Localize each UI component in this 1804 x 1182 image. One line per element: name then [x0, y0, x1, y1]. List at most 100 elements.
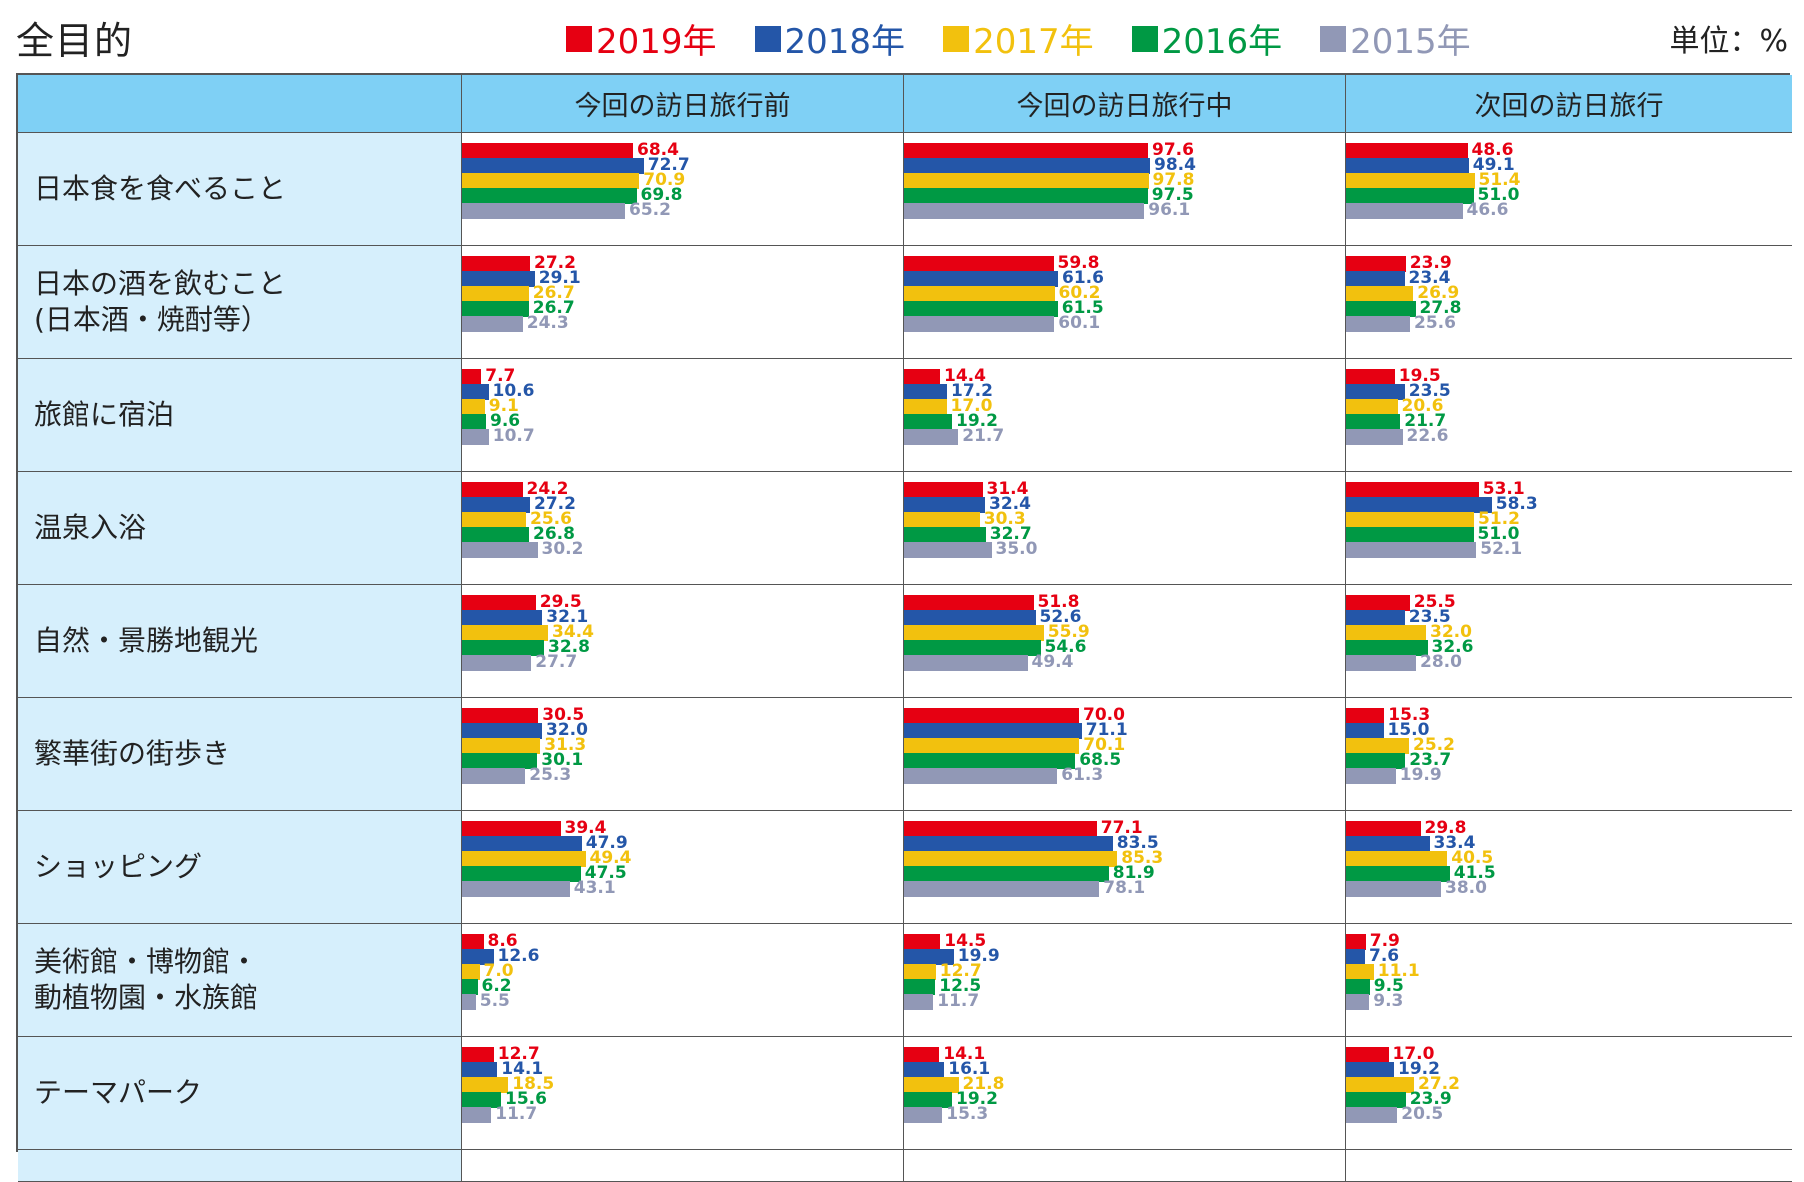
- value-label-2017: 30.3: [983, 509, 1026, 529]
- value-label-2016: 32.8: [548, 637, 590, 657]
- bar-2017: [462, 625, 548, 641]
- value-label-2015: 20.5: [1401, 1104, 1444, 1124]
- value-label-2016: 26.7: [532, 298, 575, 318]
- bar-2019: [462, 708, 539, 724]
- chart-table: 今回の訪日旅行前 今回の訪日旅行中 次回の訪日旅行 日本食を食べること 68.4 7…: [16, 73, 1792, 1182]
- bar-2019: [1346, 595, 1410, 611]
- bar-2018: [1346, 1062, 1394, 1078]
- value-label-2017: 17.0: [950, 396, 993, 416]
- value-label-2019: 24.2: [526, 479, 569, 499]
- bar-2017: [1346, 1077, 1414, 1093]
- bar-2017: [1346, 738, 1409, 754]
- bar-cell-next: 7.9 7.6 11.1 9.5 9.3: [1346, 924, 1792, 1037]
- bar-cell-before: 24.2 27.2 25.6 26.8 30.2: [462, 472, 904, 585]
- value-label-2015: 49.4: [1031, 652, 1074, 672]
- value-label-2015: 10.7: [492, 426, 535, 446]
- value-label-2016: 51.0: [1477, 524, 1520, 544]
- bar-2019: [462, 821, 561, 837]
- bar-cell-before: 30.5 32.0 31.3 30.1 25.3: [462, 698, 904, 811]
- bar-2017: [462, 173, 640, 189]
- legend-label-2019: 2019年: [596, 22, 717, 62]
- bar-2015: [1346, 429, 1403, 445]
- value-label-2019: 12.7: [497, 1044, 540, 1064]
- value-label-2016: 41.5: [1453, 863, 1496, 883]
- bar-2017: [1346, 173, 1475, 189]
- value-label-2019: 68.4: [637, 140, 679, 160]
- legend: 2019年 2018年 2017年 2016年 2015年: [566, 14, 1471, 63]
- bar-2018: [1346, 158, 1469, 174]
- bar-2015: [462, 542, 538, 558]
- bar-2019: [462, 934, 484, 950]
- bar-2018: [904, 1062, 945, 1078]
- bar-2019: [904, 934, 941, 950]
- bar-2015: [904, 655, 1028, 671]
- value-label-2016: 12.5: [939, 976, 982, 996]
- value-label-2018: 32.4: [989, 494, 1031, 514]
- value-label-2019: 59.8: [1057, 253, 1100, 273]
- value-label-2016: 47.5: [584, 863, 627, 883]
- value-label-2016: 61.5: [1061, 298, 1104, 318]
- value-label-2017: 55.9: [1047, 622, 1090, 642]
- bar-cell-before: 27.2 29.1 26.7 26.7 24.3: [462, 246, 904, 359]
- bar-2018: [462, 949, 494, 965]
- bar-2015: [904, 881, 1100, 897]
- bar-2015: [1346, 316, 1410, 332]
- value-label-2018: 98.4: [1154, 155, 1196, 175]
- bar-2018: [1346, 271, 1405, 287]
- bar-2018: [1346, 384, 1405, 400]
- value-label-2015: 38.0: [1445, 878, 1487, 898]
- value-label-2019: 97.6: [1152, 140, 1194, 160]
- bar-2019: [462, 1047, 494, 1063]
- value-label-2016: 51.0: [1477, 185, 1520, 205]
- bar-cell-before: 29.5 32.1 34.4 32.8 27.7: [462, 585, 904, 698]
- bar-cell-next: 53.1 58.3 51.2 51.0 52.1: [1346, 472, 1792, 585]
- row-label: 温泉入浴: [18, 472, 462, 585]
- value-label-2018: 27.2: [534, 494, 576, 514]
- value-label-2018: 15.0: [1387, 720, 1430, 740]
- bar-cell-next: 17.0 19.2 27.2 23.9 20.5: [1346, 1037, 1792, 1150]
- bar-cell-next: 29.8 33.4 40.5 41.5 38.0: [1346, 811, 1792, 924]
- bar-2017: [462, 399, 485, 415]
- value-label-2015: 52.1: [1480, 539, 1523, 559]
- bar-2018: [462, 836, 582, 852]
- value-label-2017: 51.2: [1478, 509, 1520, 529]
- value-label-2017: 26.7: [532, 283, 575, 303]
- value-label-2019: 7.9: [1369, 931, 1400, 951]
- legend-item-2017: 2017年: [943, 14, 1094, 63]
- bar-2015: [462, 203, 625, 219]
- bar-2019: [1346, 482, 1479, 498]
- value-label-2015: 5.5: [479, 991, 510, 1011]
- value-label-2018: 61.6: [1062, 268, 1104, 288]
- value-label-2019: 51.8: [1037, 592, 1080, 612]
- value-label-2018: 19.2: [1398, 1059, 1440, 1079]
- value-label-2017: 51.4: [1478, 170, 1521, 190]
- bar-cell-before: 39.4 47.9 49.4 47.5 43.1: [462, 811, 904, 924]
- value-label-2019: 7.7: [485, 366, 516, 386]
- column-header-during: 今回の訪日旅行中: [904, 75, 1346, 133]
- row-label: 旅館に宿泊: [18, 359, 462, 472]
- value-label-2017: 21.8: [962, 1074, 1005, 1094]
- value-label-2019: 27.2: [534, 253, 576, 273]
- value-label-2019: 19.5: [1398, 366, 1441, 386]
- row-label: 自然・景勝地観光: [18, 585, 462, 698]
- bar-cell-during: 97.6 98.4 97.8 97.5 96.1: [904, 133, 1346, 246]
- value-label-2017: 12.7: [939, 961, 982, 981]
- bar-2019: [904, 708, 1079, 724]
- bar-cell-next: 23.9 23.4 26.9 27.8 25.6: [1346, 246, 1792, 359]
- row-label: 日本食を食べること: [18, 133, 462, 246]
- value-label-2019: 17.0: [1392, 1044, 1435, 1064]
- value-label-2015: 11.7: [937, 991, 980, 1011]
- bar-2017: [462, 1077, 509, 1093]
- value-label-2017: 26.9: [1417, 283, 1460, 303]
- legend-label-2016: 2016年: [1161, 22, 1283, 62]
- bar-cell-partial: [904, 1150, 1346, 1182]
- value-label-2018: 23.4: [1408, 268, 1451, 288]
- bar-2019: [904, 369, 940, 385]
- bar-cell-next: 19.5 23.5 20.6 21.7 22.6: [1346, 359, 1792, 472]
- chart-title: 全目的: [16, 19, 134, 63]
- bar-2017: [462, 964, 480, 980]
- value-label-2016: 97.5: [1151, 185, 1194, 205]
- bar-cell-during: 77.1 83.5 85.3 81.9 78.1: [904, 811, 1346, 924]
- value-label-2019: 53.1: [1482, 479, 1525, 499]
- bar-2019: [904, 143, 1148, 159]
